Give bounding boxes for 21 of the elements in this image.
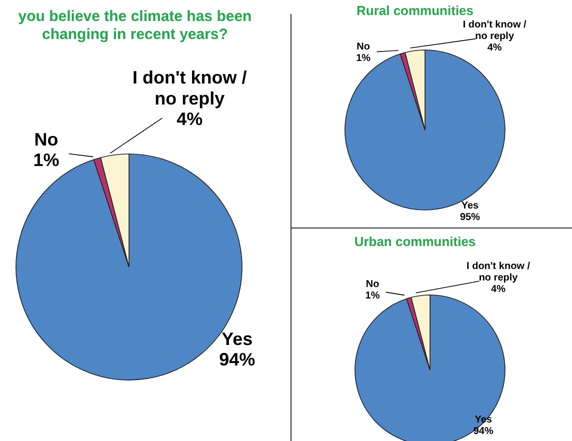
slice-label: No [34,129,58,150]
data-label: 1% [33,150,60,170]
data-label: 4% [176,109,203,130]
data-label: 95% [460,212,480,223]
slice-label: I don't know / no reply [466,260,530,284]
data-label: 94% [219,349,256,370]
data-label: 4% [491,284,506,295]
data-label: 4% [487,42,502,54]
slice-label: Yes [461,200,480,212]
chart-title: Urban communities [353,234,477,250]
data-label: 1% [356,52,371,64]
slice-label: No [356,41,370,52]
chart-title: you believe the climate has been changing in recent years? [17,8,253,44]
data-label: 94% [473,426,494,437]
slice-label: No [366,278,380,290]
slice-label: Yes [222,328,253,349]
pie-slice [344,50,506,210]
slice-label: I don't know / no reply [462,19,527,42]
chart-title: Rural communities [355,3,475,19]
slice-label: I don't know / no reply [132,68,247,108]
data-label: 1% [365,290,380,302]
